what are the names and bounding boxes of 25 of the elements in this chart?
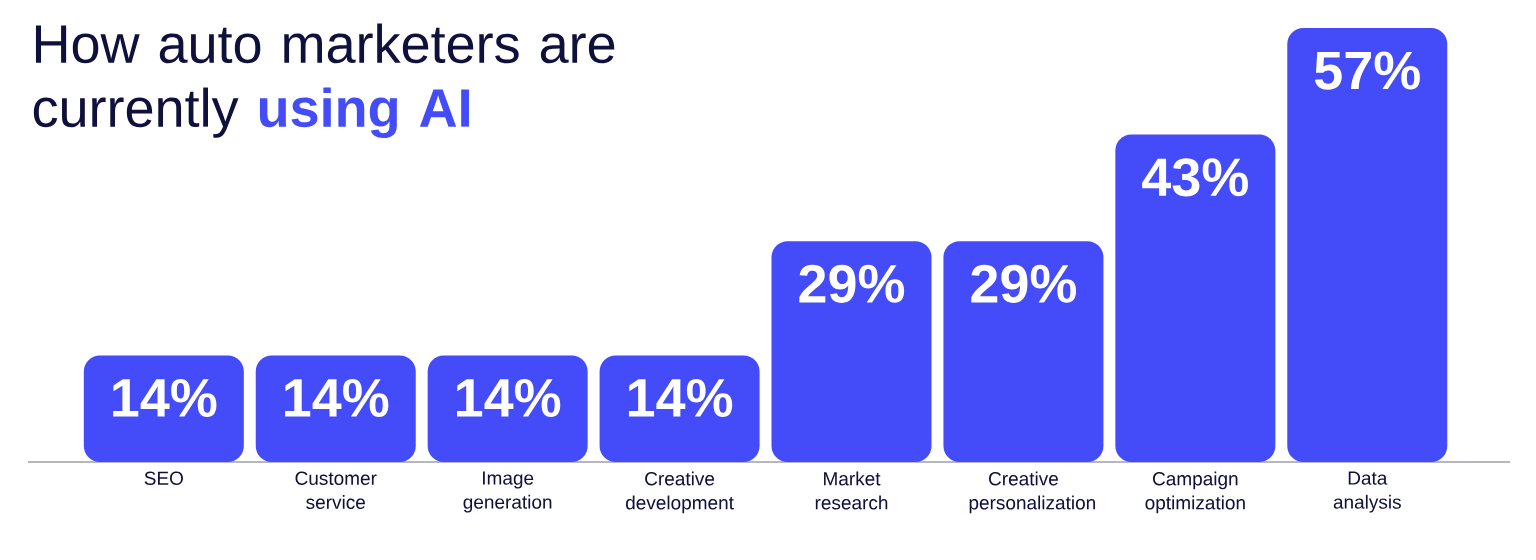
data-label: 57% (1314, 51, 1420, 90)
bar (1115, 134, 1276, 462)
chart-title: How auto marketers are currently using AI (33, 23, 615, 139)
data-label: 14% (113, 378, 217, 417)
x-tick-label: Campaign optimization (1145, 471, 1245, 514)
data-label: 14% (628, 378, 733, 417)
x-tick-label: Customer service (295, 471, 377, 509)
data-label: 43% (1142, 158, 1248, 197)
data-label: 29% (971, 264, 1077, 303)
x-tick-label: Image generation (463, 471, 552, 513)
bar (599, 355, 760, 462)
data-label: 14% (285, 378, 389, 417)
x-tick-label: SEO (144, 471, 183, 485)
data-label: 29% (799, 264, 905, 303)
x-tick-label: Creative development (625, 471, 734, 514)
x-tick-label: Market research (815, 471, 888, 510)
x-tick-label: Data analysis (1333, 471, 1401, 513)
bar (1287, 28, 1448, 462)
x-tick-label: Creative personalization (969, 471, 1095, 514)
bar (771, 241, 932, 462)
bar (427, 355, 588, 462)
data-label: 14% (457, 378, 561, 417)
bar (83, 355, 244, 462)
bar (943, 241, 1104, 462)
bar (255, 355, 416, 462)
